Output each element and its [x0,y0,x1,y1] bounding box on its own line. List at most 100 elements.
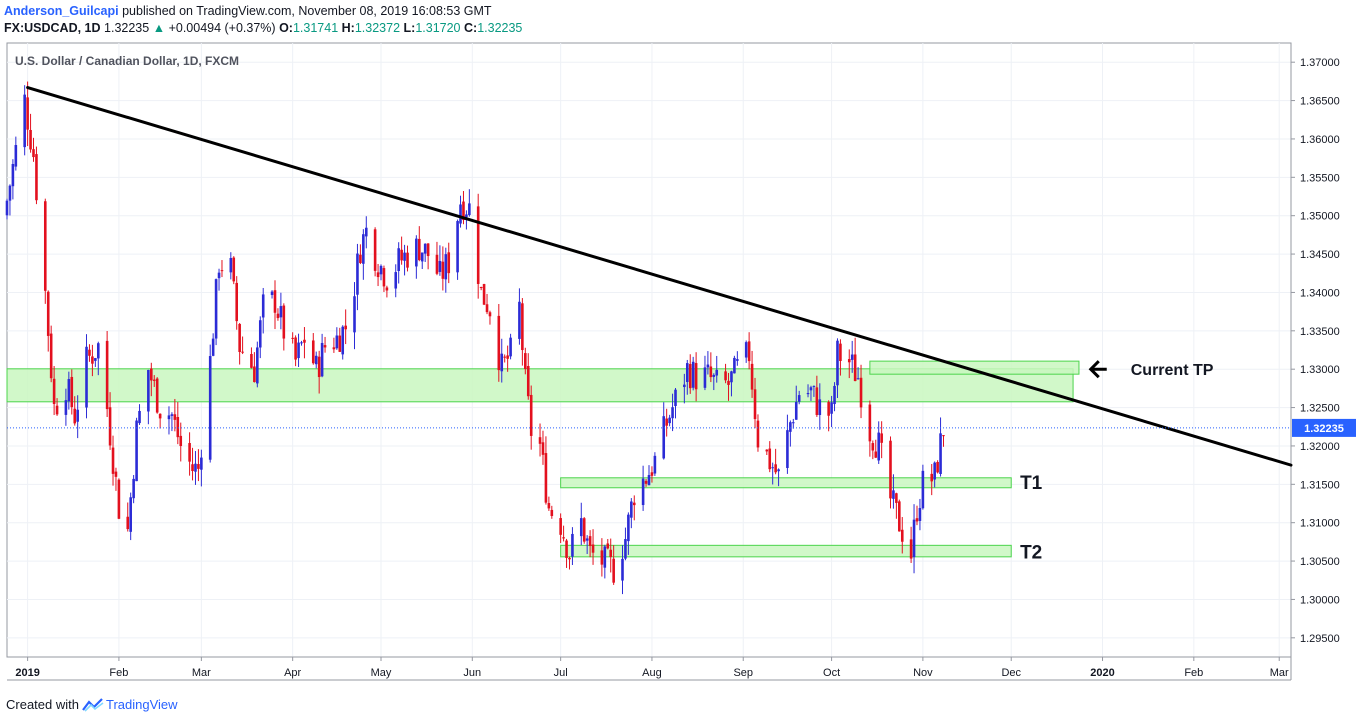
candle-body [641,478,645,506]
candle-body [777,469,780,472]
candle-body [256,347,259,384]
candle-body [465,214,468,218]
candle-body [76,409,79,422]
candle-body [503,356,506,358]
candle-body [753,389,757,420]
candle-body [647,475,651,486]
candle-body [685,363,689,382]
candle-body [173,414,177,420]
candle-body [500,353,504,372]
candle-body [300,342,303,344]
candle-body [232,257,236,282]
symbol-name: FX:USDCAD, 1D [4,21,101,35]
candle-body [135,420,138,482]
candle-body [150,368,153,381]
candle-body [456,221,459,273]
candle-body [706,364,710,368]
candle-body [585,538,589,541]
candle-body [818,399,822,416]
created-with-label: Created with [6,697,79,712]
candle-body [167,415,171,420]
candle-body [538,437,542,444]
candle-body [526,366,530,397]
candle-body [895,493,898,503]
candle-body [600,550,604,565]
candle-body [241,351,244,353]
t2-zone[interactable] [560,544,1012,558]
candle-body [250,353,253,368]
last-price: 1.32235 [104,21,150,35]
candle-body [444,254,448,280]
candle-body [609,549,613,557]
tradingview-logo-icon [82,697,104,712]
candle-body [126,516,130,530]
change-arrow-icon: ▲ [152,21,166,35]
candle-body [188,443,191,462]
annotation-label: T2 [1020,543,1042,564]
candle-body [859,377,863,408]
candle-body [789,422,792,432]
candle-body [11,163,15,187]
x-tick-label: Mar [192,667,211,679]
symbol-header: FX:USDCAD, 1D 1.32235 ▲ +0.00494 (+0.37%… [4,21,522,35]
candle-body [559,518,562,535]
plot-area[interactable] [6,42,1292,658]
x-tick-label: Apr [284,667,301,679]
candle-body [936,462,939,473]
candle-body [229,258,233,273]
candle-body [703,367,707,388]
candle-body [571,533,574,557]
last-price-tag [1292,418,1356,437]
author-link[interactable]: Anderson_Guilcapi [4,4,119,18]
candle-body [744,342,748,358]
candle-body [138,410,141,424]
candle-body [111,447,115,474]
candle-body [320,342,324,377]
candle-body [877,432,881,461]
candle-body [933,462,936,480]
candle-body [794,401,798,420]
x-tick-label: Oct [823,667,840,679]
candle-body [529,394,533,436]
current-tp-zone[interactable] [869,360,1080,375]
trendline[interactable] [26,86,1293,467]
candle-body [43,201,47,291]
candle-body [627,514,630,542]
y-tick-label: 1.37000 [1300,57,1340,69]
y-tick-label: 1.31000 [1300,518,1340,530]
candle-body [786,430,789,469]
candle-body [839,343,842,362]
candle-body [730,371,733,383]
candle-body [497,315,501,371]
candle-body [362,234,365,264]
x-tick-label: Nov [913,667,933,679]
candle-body [827,402,830,416]
candle-body [568,557,571,560]
candle-body [364,227,368,237]
candle-body [29,129,32,150]
candle-body [582,518,586,542]
y-tick-label: 1.32500 [1300,403,1340,415]
candle-body [376,272,380,278]
candle-body [67,379,71,402]
candle-body [736,359,739,361]
candle-body [683,384,686,388]
candle-body [85,346,88,408]
candle-body [468,203,471,216]
t1-zone[interactable] [560,477,1012,489]
candle-body [630,501,633,518]
y-tick-label: 1.34000 [1300,287,1340,299]
candle-body [447,252,451,274]
candle-body [35,154,38,201]
y-tick-label: 1.30000 [1300,594,1340,606]
y-tick-label: 1.33500 [1300,326,1340,338]
candle-body [674,389,677,407]
candle-body [812,385,816,387]
x-tick-label: Feb [1184,667,1203,679]
y-tick-label: 1.36500 [1300,96,1340,108]
candle-body [5,200,9,216]
candle-body [270,291,274,295]
tradingview-link[interactable]: TradingView [82,697,178,712]
candle-body [200,457,203,470]
